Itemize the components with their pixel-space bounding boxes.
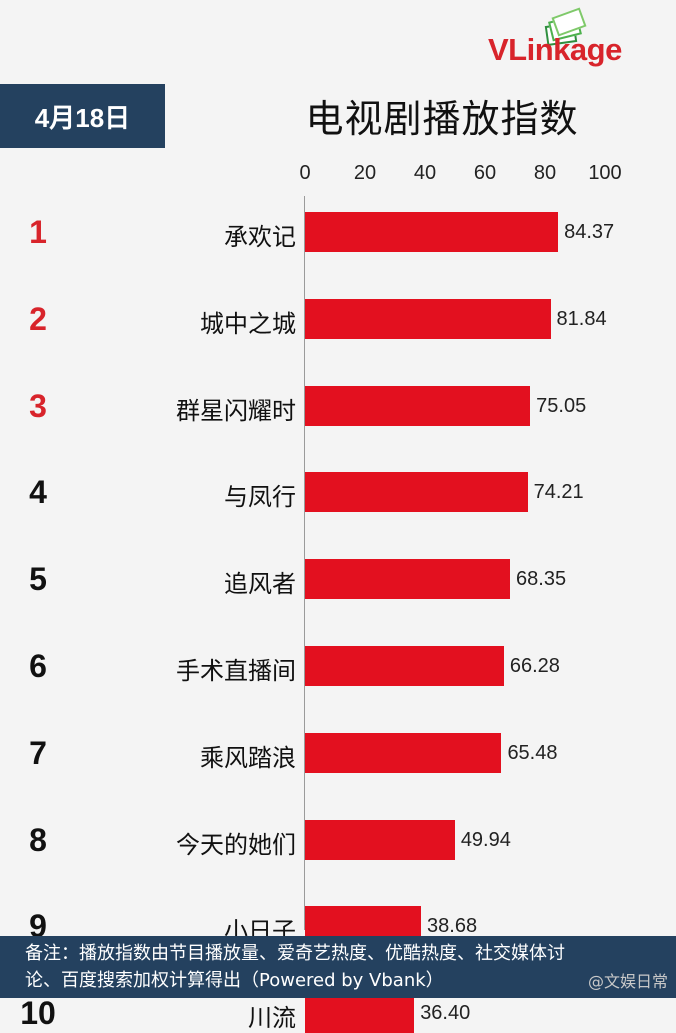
rank-number: 9 [29,908,47,945]
category-label: 手术直播间 [176,657,296,685]
rank-number: 7 [29,734,47,771]
rank-number: 6 [29,648,47,684]
rank-number: 2 [29,300,47,337]
rank-number: 5 [29,561,47,598]
footer-line-2: 论、百度搜索加权计算得出（Powered by Vbank） [25,970,444,991]
rank-number: 4 [29,474,47,511]
category-label: 今天的她们 [176,830,296,859]
rank-number: 3 [29,387,47,424]
category-label: 与凤行 [224,483,296,512]
value-label: 68.35 [516,568,567,591]
value-label: 36.40 [420,1002,471,1025]
bar [305,298,551,339]
bar [305,819,455,860]
value-label: 38.68 [427,915,478,938]
rank-number: 10 [20,995,56,1032]
value-label: 75.05 [536,394,587,417]
bar [305,646,504,686]
x-tick-label: 40 [413,162,437,184]
category-label: 群星闪耀时 [176,396,296,425]
x-tick-label: 60 [473,162,497,184]
footer-note: 备注：播放指数由节目播放量、爱奇艺热度、优酷热度、社交媒体讨 论、百度搜索加权计… [0,936,676,998]
x-tick-label: 0 [299,162,311,184]
logo-wordmark: VLinkage [488,32,622,67]
watermark: @文娱日常 [587,972,668,991]
value-label: 65.48 [507,741,558,764]
value-label: 66.28 [509,655,560,677]
x-tick-label: 100 [588,162,622,184]
bar [305,385,531,426]
category-label: 川流 [248,1004,296,1033]
bar [305,993,415,1033]
value-label: 81.84 [556,307,607,330]
category-label: 城中之城 [200,309,296,338]
bar [305,212,559,252]
y-axis-line [304,196,305,930]
date-badge: 4月18日 [0,84,165,148]
value-label: 49.94 [460,828,511,851]
chart-title: 电视剧播放指数 [305,97,579,141]
rank-number: 8 [29,821,47,858]
x-tick-label: 80 [533,162,557,184]
value-label: 74.21 [533,481,584,504]
vlinkage-logo: VLinkage [488,7,668,72]
bar [305,732,502,773]
rank-number: 1 [29,214,47,250]
footer-line-1: 备注：播放指数由节目播放量、爱奇艺热度、优酷热度、社交媒体讨 [25,943,565,964]
x-tick-label: 20 [353,162,377,184]
value-label: 84.37 [564,221,615,243]
bar [305,472,528,513]
category-label: 乘风踏浪 [200,743,296,772]
bar [305,559,511,600]
category-label: 追风者 [224,570,296,599]
category-label: 承欢记 [224,223,296,251]
